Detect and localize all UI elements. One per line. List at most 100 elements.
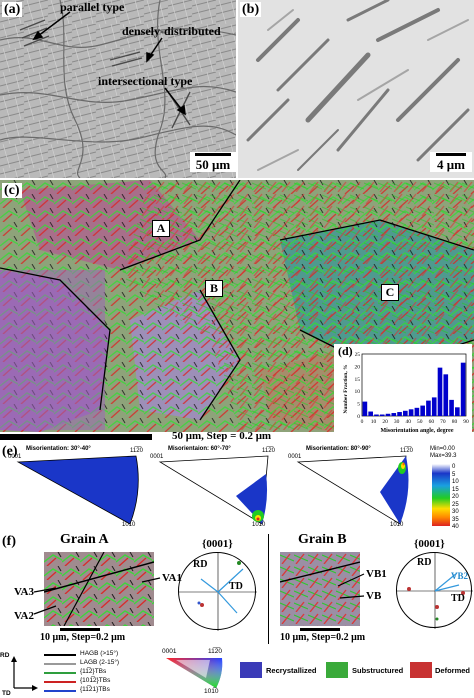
rd-td-axis-indicator <box>11 656 38 691</box>
histogram-ticks: 0 10 20 30 40 50 60 70 80 90 0 5 10 15 20 25 <box>355 352 470 425</box>
colorbar-tick-label: 25 <box>452 501 459 508</box>
ipf-plot-60-70: Misorientaion: 60°-70° 0001 11̅2̅0 101̅0 <box>150 444 290 532</box>
ipf-1-0001-label: 0001 <box>8 454 22 460</box>
panel-b-micrograph: (b) 4 μm <box>238 0 474 178</box>
grain-b-vb2-label: VB2 <box>451 571 469 581</box>
misorientation-histogram: 0 10 20 30 40 50 60 70 80 90 0 5 10 15 20 25 Misorienta… <box>343 352 470 434</box>
grain-a-arrows <box>33 577 161 615</box>
histogram-y-tick-label: 0 <box>357 414 360 420</box>
histogram-bar <box>408 409 414 416</box>
ipf-2-sector <box>158 455 269 525</box>
histogram-bar <box>426 400 431 416</box>
grain-b-pole-figure-plot <box>397 553 473 629</box>
colorbar-tick-label: 0 <box>452 464 456 470</box>
legend-line-swatch <box>44 672 76 674</box>
scale-bar-line <box>436 153 466 156</box>
ipf-color-key: 0001 11̅2̅0 101̅0 <box>162 648 232 698</box>
legend-recrystallized-label: Recrystallized <box>266 666 317 675</box>
legend-recrystallized-swatch <box>240 662 262 678</box>
histogram-x-tick-label: 0 <box>361 419 364 425</box>
grain-a-pole-figure-plot <box>179 553 257 631</box>
histogram-frame <box>361 353 467 417</box>
annotation-intersectional-type: intersectional type <box>98 74 193 88</box>
panel-a-label: (a) <box>2 2 23 17</box>
histogram-bar <box>374 414 379 416</box>
legend-substructured-label: Substructured <box>352 666 404 675</box>
panel-d-label: (d) <box>336 344 355 359</box>
panel-f-divider <box>268 534 269 644</box>
grain-a-pole-title: {0001} <box>202 538 233 550</box>
grain-b-scale-bar <box>300 628 340 631</box>
histogram-axes <box>361 353 467 417</box>
histogram-bar <box>391 413 397 416</box>
colorbar-tick-label: 10 <box>452 479 459 485</box>
variant-vb1-label: VB1 <box>366 568 387 580</box>
histogram-bars <box>362 362 466 416</box>
histogram-x-tick-label: 90 <box>463 419 469 425</box>
legend-line-swatch <box>44 681 76 683</box>
colorbar-tick-label: 35 <box>452 516 459 523</box>
legend-section: RD TD HAGB (>15°) LAGB (2-15°) {11̅2}TBs {1… <box>0 648 474 698</box>
variant-va2-label: VA2 <box>14 610 34 622</box>
grain-b-pole-title: {0001} <box>414 538 445 550</box>
histogram-bar <box>397 412 402 416</box>
panel-a-scale-bar: 50 μm <box>190 152 236 172</box>
panel-c-label: (c) <box>2 183 22 198</box>
legend-rd-label: RD <box>0 652 10 659</box>
ipf-1-1010-label: 101̅0 <box>122 522 136 528</box>
legend-line-label: {11̅21}TBs <box>80 686 110 693</box>
legend-line-label: HAGB (>15°) <box>80 650 119 657</box>
grain-b-arrows <box>337 573 365 599</box>
ipf-3-sector <box>296 455 409 525</box>
grain-b-td-label: TD <box>451 593 465 604</box>
histogram-bar <box>437 367 443 416</box>
colorbar-ticks: 0 5 10 15 20 25 30 35 40 <box>452 460 474 530</box>
variant-va1-label: VA1 <box>162 572 182 584</box>
histogram-bar <box>443 374 449 416</box>
variant-vb-label: VB <box>366 590 382 602</box>
component-legend: Recrystallized Substructured Deformed <box>240 660 474 684</box>
grain-a-ebsd-map <box>44 552 154 626</box>
histogram-bar <box>403 410 408 416</box>
legend-deformed-label: Deformed <box>435 666 471 675</box>
panel-a-micrograph: (a) parallel type densely-distributed in… <box>0 0 236 178</box>
panel-c-scale-label: 50 μm, Step = 0.2 μm <box>172 430 272 442</box>
panel-a-scale-label: 50 μm <box>195 157 231 172</box>
legend-line-swatch <box>44 663 76 665</box>
colorbar-tick-label: 20 <box>452 494 459 500</box>
ipf-colorbar: Min=0.00 Max=39.3 0 5 10 15 20 25 30 35 40 <box>430 446 474 532</box>
tem-micrograph-image <box>238 0 474 178</box>
ipf-2-0001-label: 0001 <box>150 454 164 460</box>
colorbar-tick-label: 15 <box>452 486 459 493</box>
grain-b-scale-label: 10 μm, Step=0.2 μm <box>280 632 366 643</box>
legend-substructured-swatch <box>326 662 348 678</box>
panel-c-ebsd-map: (c) A B C 50 μm, Step = 0.2 μm (d) 0 10 20… <box>0 180 474 442</box>
histogram-x-tick-label: 80 <box>452 419 458 425</box>
legend-line-swatch <box>44 654 76 656</box>
ipf-1-1120-label: 11̅2̅0 <box>130 448 143 454</box>
scale-bar-line <box>195 153 231 156</box>
grain-a-td-label: TD <box>229 581 243 592</box>
colorbar-tick-label: 5 <box>452 471 456 478</box>
grain-a-rd-label: RD <box>193 559 208 570</box>
histogram-x-axis-label: Misorientation angle, degree <box>380 428 453 434</box>
grain-a-title: Grain A <box>60 534 109 547</box>
ipf-key-1120-label: 11̅2̅0 <box>208 648 222 655</box>
region-b-label: B <box>205 280 223 297</box>
ipf-2-1010-label: 101̅0 <box>252 522 266 528</box>
panel-b-label: (b) <box>240 2 262 17</box>
ipf-1-sector <box>16 455 139 525</box>
colorbar-tick-label: 30 <box>452 509 459 515</box>
histogram-bar <box>431 397 437 416</box>
ipf-key-0001-label: 0001 <box>162 648 177 655</box>
colorbar-min-label: Min=0.00 <box>430 446 455 452</box>
histogram-x-tick-label: 50 <box>417 419 423 425</box>
grain-a-pole-figure: RD TD <box>178 552 257 631</box>
histogram-x-tick-label: 70 <box>440 419 446 425</box>
legend-line-label: {11̅2}TBs <box>80 668 107 675</box>
legend-line-label: LAGB (2-15°) <box>80 659 120 666</box>
legend-line-label: {101̅2}TBs <box>80 677 111 684</box>
annotation-densely-distributed: densely-distributed <box>122 24 221 38</box>
histogram-x-tick-label: 30 <box>394 419 400 425</box>
ipf-2-title: Misorientaion: 60°-70° <box>168 446 231 452</box>
